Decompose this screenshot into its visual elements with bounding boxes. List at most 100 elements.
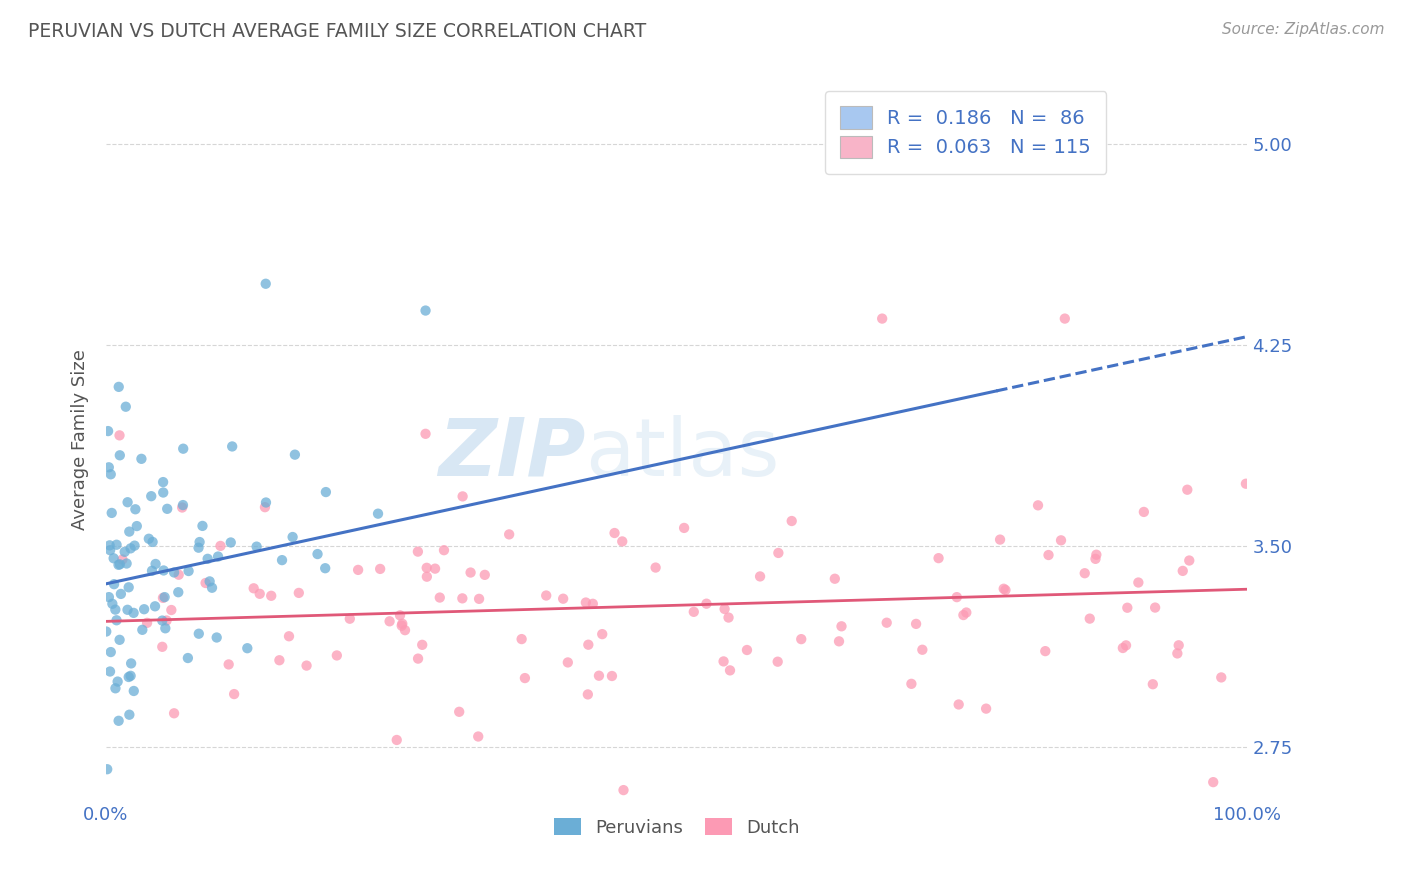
Point	[988, 533, 1011, 547]
Point	[824, 572, 846, 586]
Point	[155, 614, 177, 628]
Point	[1178, 553, 1201, 567]
Point	[104, 681, 127, 696]
Point	[108, 428, 131, 442]
Point	[406, 651, 429, 665]
Point	[423, 561, 446, 575]
Point	[152, 475, 174, 489]
Point	[1112, 640, 1135, 655]
Point	[107, 714, 129, 728]
Point	[107, 558, 129, 572]
Point	[108, 448, 131, 462]
Point	[136, 615, 159, 630]
Point	[97, 590, 120, 604]
Point	[246, 540, 269, 554]
Point	[104, 602, 127, 616]
Point	[952, 608, 974, 623]
Point	[994, 582, 1017, 597]
Point	[588, 669, 610, 683]
Point	[284, 448, 307, 462]
Point	[131, 623, 153, 637]
Point	[163, 706, 186, 721]
Point	[118, 670, 141, 684]
Point	[96, 762, 118, 776]
Point	[603, 526, 626, 541]
Point	[124, 502, 146, 516]
Point	[160, 603, 183, 617]
Point	[141, 489, 163, 503]
Point	[429, 591, 451, 605]
Point	[253, 500, 276, 515]
Point	[1078, 612, 1101, 626]
Point	[167, 567, 190, 582]
Point	[194, 576, 217, 591]
Point	[295, 658, 318, 673]
Point	[107, 674, 129, 689]
Point	[172, 500, 194, 515]
Point	[236, 641, 259, 656]
Point	[433, 543, 456, 558]
Y-axis label: Average Family Size: Average Family Size	[72, 349, 89, 530]
Point	[198, 574, 221, 589]
Point	[118, 707, 141, 722]
Point	[122, 684, 145, 698]
Point	[1026, 499, 1049, 513]
Point	[242, 582, 264, 596]
Point	[191, 519, 214, 533]
Point	[188, 535, 211, 549]
Point	[177, 651, 200, 665]
Point	[1084, 552, 1107, 566]
Point	[98, 538, 121, 552]
Point	[749, 569, 772, 583]
Point	[224, 687, 246, 701]
Point	[766, 655, 789, 669]
Point	[1116, 600, 1139, 615]
Point	[187, 626, 209, 640]
Text: atlas: atlas	[585, 415, 780, 492]
Point	[218, 657, 240, 672]
Point	[1142, 677, 1164, 691]
Point	[1166, 647, 1188, 661]
Point	[125, 519, 148, 533]
Point	[576, 638, 599, 652]
Point	[118, 524, 141, 539]
Point	[134, 602, 156, 616]
Point	[993, 582, 1015, 596]
Point	[449, 705, 471, 719]
Point	[254, 277, 277, 291]
Point	[905, 616, 928, 631]
Point	[1038, 548, 1060, 562]
Point	[103, 577, 125, 591]
Point	[197, 551, 219, 566]
Point	[221, 440, 243, 454]
Point	[713, 602, 735, 616]
Point	[717, 610, 740, 624]
Point	[644, 560, 666, 574]
Text: ZIP: ZIP	[439, 415, 585, 492]
Point	[118, 580, 141, 594]
Point	[394, 623, 416, 637]
Point	[207, 549, 229, 564]
Point	[260, 589, 283, 603]
Point	[416, 570, 439, 584]
Point	[1074, 566, 1097, 581]
Point	[271, 553, 294, 567]
Point	[314, 561, 336, 575]
Point	[955, 606, 977, 620]
Point	[1167, 638, 1189, 652]
Point	[101, 597, 124, 611]
Point	[177, 564, 200, 578]
Point	[156, 501, 179, 516]
Point	[111, 552, 134, 566]
Point	[117, 495, 139, 509]
Point	[107, 380, 129, 394]
Point	[339, 612, 361, 626]
Point	[391, 618, 413, 632]
Point	[780, 514, 803, 528]
Point	[124, 539, 146, 553]
Point	[281, 530, 304, 544]
Point	[718, 664, 741, 678]
Point	[389, 608, 412, 623]
Point	[735, 643, 758, 657]
Point	[948, 698, 970, 712]
